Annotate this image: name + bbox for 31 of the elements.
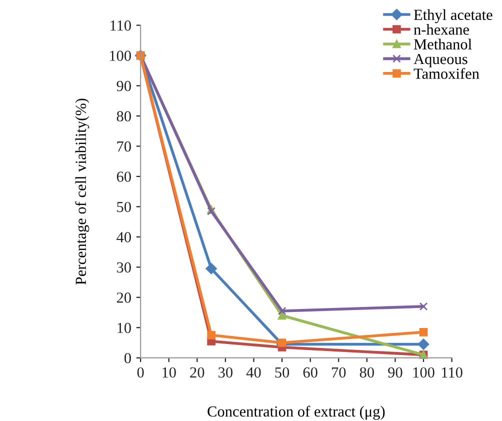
x-tick-label: 10 bbox=[162, 367, 176, 378]
y-tick-label: 30 bbox=[116, 262, 131, 273]
x-axis-title: Concentration of extract (μg) bbox=[208, 406, 385, 420]
x-tick-label: 80 bbox=[360, 367, 374, 378]
x-tick-label: 70 bbox=[332, 367, 346, 378]
y-axis-title: Percentage of cell viability(%) bbox=[75, 98, 90, 285]
x-tick-label: 110 bbox=[442, 367, 462, 378]
x-tick-label: 100 bbox=[413, 367, 434, 378]
y-tick-label: 70 bbox=[117, 141, 131, 152]
legend-label: Ethyl acetate bbox=[414, 9, 492, 24]
y-tick-label: 110 bbox=[110, 20, 131, 31]
y-tick-label: 0 bbox=[124, 352, 131, 364]
y-tick-label: 100 bbox=[110, 50, 131, 61]
x-tick-label: 90 bbox=[388, 367, 402, 378]
x-tick-label: 50 bbox=[275, 367, 290, 378]
y-tick-label: 40 bbox=[116, 232, 131, 242]
y-tick-label: 90 bbox=[116, 80, 131, 92]
x-tick-label: 30 bbox=[218, 367, 232, 378]
legend-label: Methanol bbox=[414, 38, 472, 50]
y-tick-label: 50 bbox=[117, 202, 131, 212]
x-tick-label: 0 bbox=[137, 367, 144, 378]
x-tick-label: 40 bbox=[246, 367, 261, 378]
y-tick-label: 20 bbox=[116, 292, 131, 303]
x-tick-label: 20 bbox=[190, 367, 204, 378]
legend-label: Tamoxifen bbox=[414, 68, 480, 79]
y-tick-label: 10 bbox=[118, 322, 131, 334]
y-tick-label: 60 bbox=[116, 172, 131, 182]
x-tick-label: 60 bbox=[303, 367, 318, 378]
legend-label: n-hexane bbox=[414, 24, 469, 35]
y-tick-label: 80 bbox=[116, 111, 131, 122]
legend-label: Aqueous bbox=[414, 54, 468, 68]
